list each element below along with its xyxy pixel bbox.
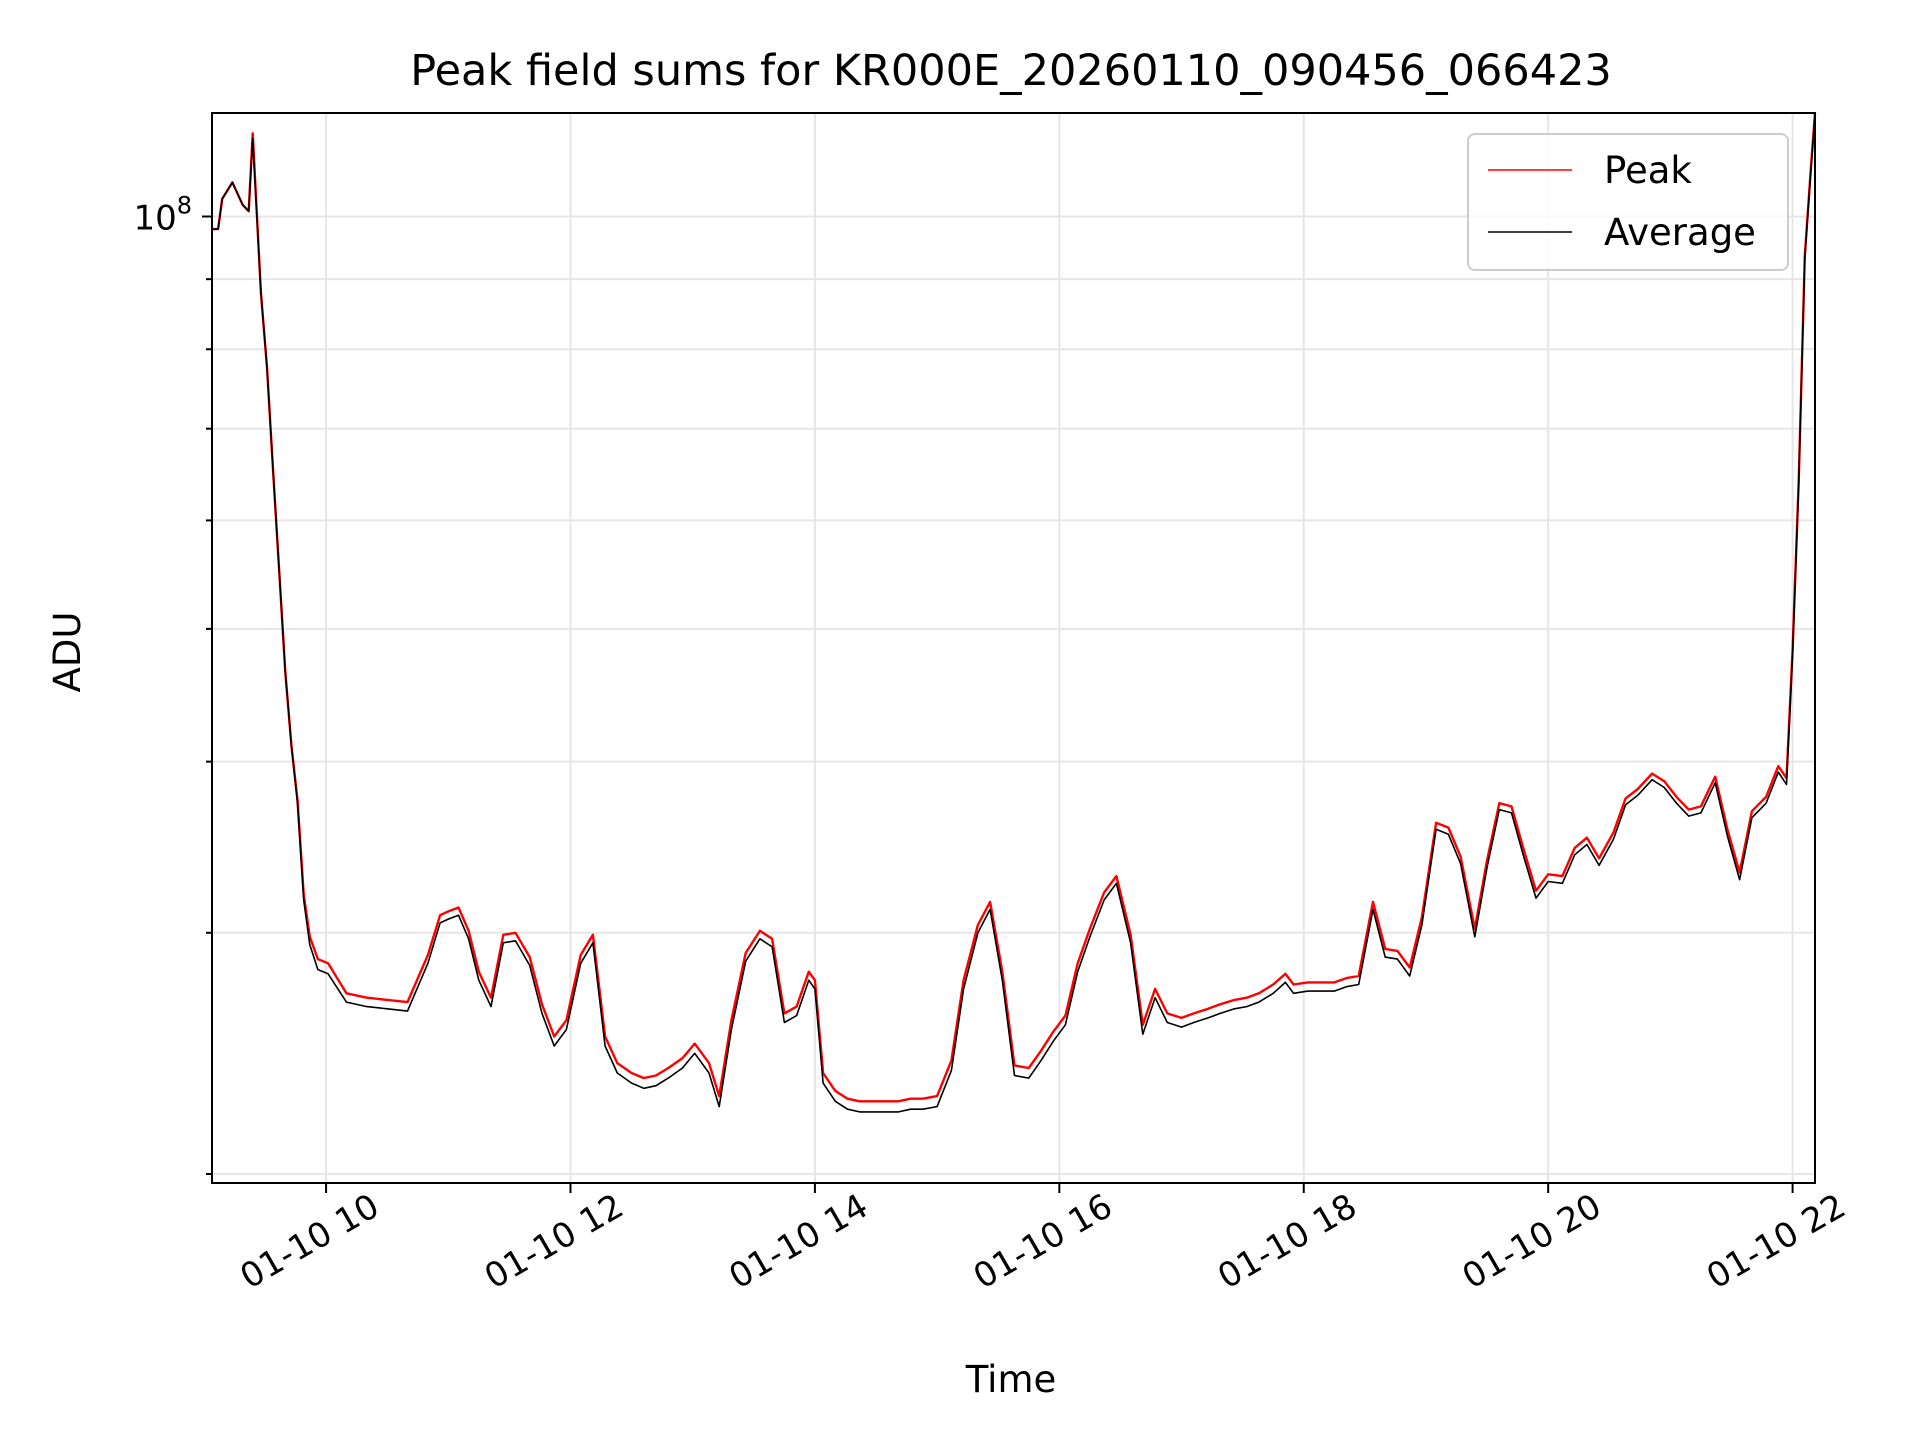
y-axis: 108 — [133, 191, 212, 1176]
x-axis-label: Time — [965, 1358, 1057, 1401]
legend-label-average: Average — [1604, 211, 1756, 254]
plot-frame — [211, 112, 1816, 1184]
grid — [212, 113, 1815, 1183]
legend-box — [1467, 133, 1789, 271]
legend-label-peak: Peak — [1604, 149, 1692, 192]
plot-lines — [212, 112, 1817, 1113]
y-tick-label-exponent: 8 — [177, 191, 192, 219]
chart-title: Peak field sums for KR000E_20260110_0904… — [410, 46, 1612, 96]
y-tick-label-base: 10 — [133, 198, 176, 238]
y-tick-label: 108 — [133, 191, 192, 238]
legend: Peak Average — [1467, 133, 1789, 271]
series-line-peak — [212, 112, 1817, 1103]
y-axis-label: ADU — [46, 612, 89, 693]
series-line-average — [212, 114, 1816, 1113]
